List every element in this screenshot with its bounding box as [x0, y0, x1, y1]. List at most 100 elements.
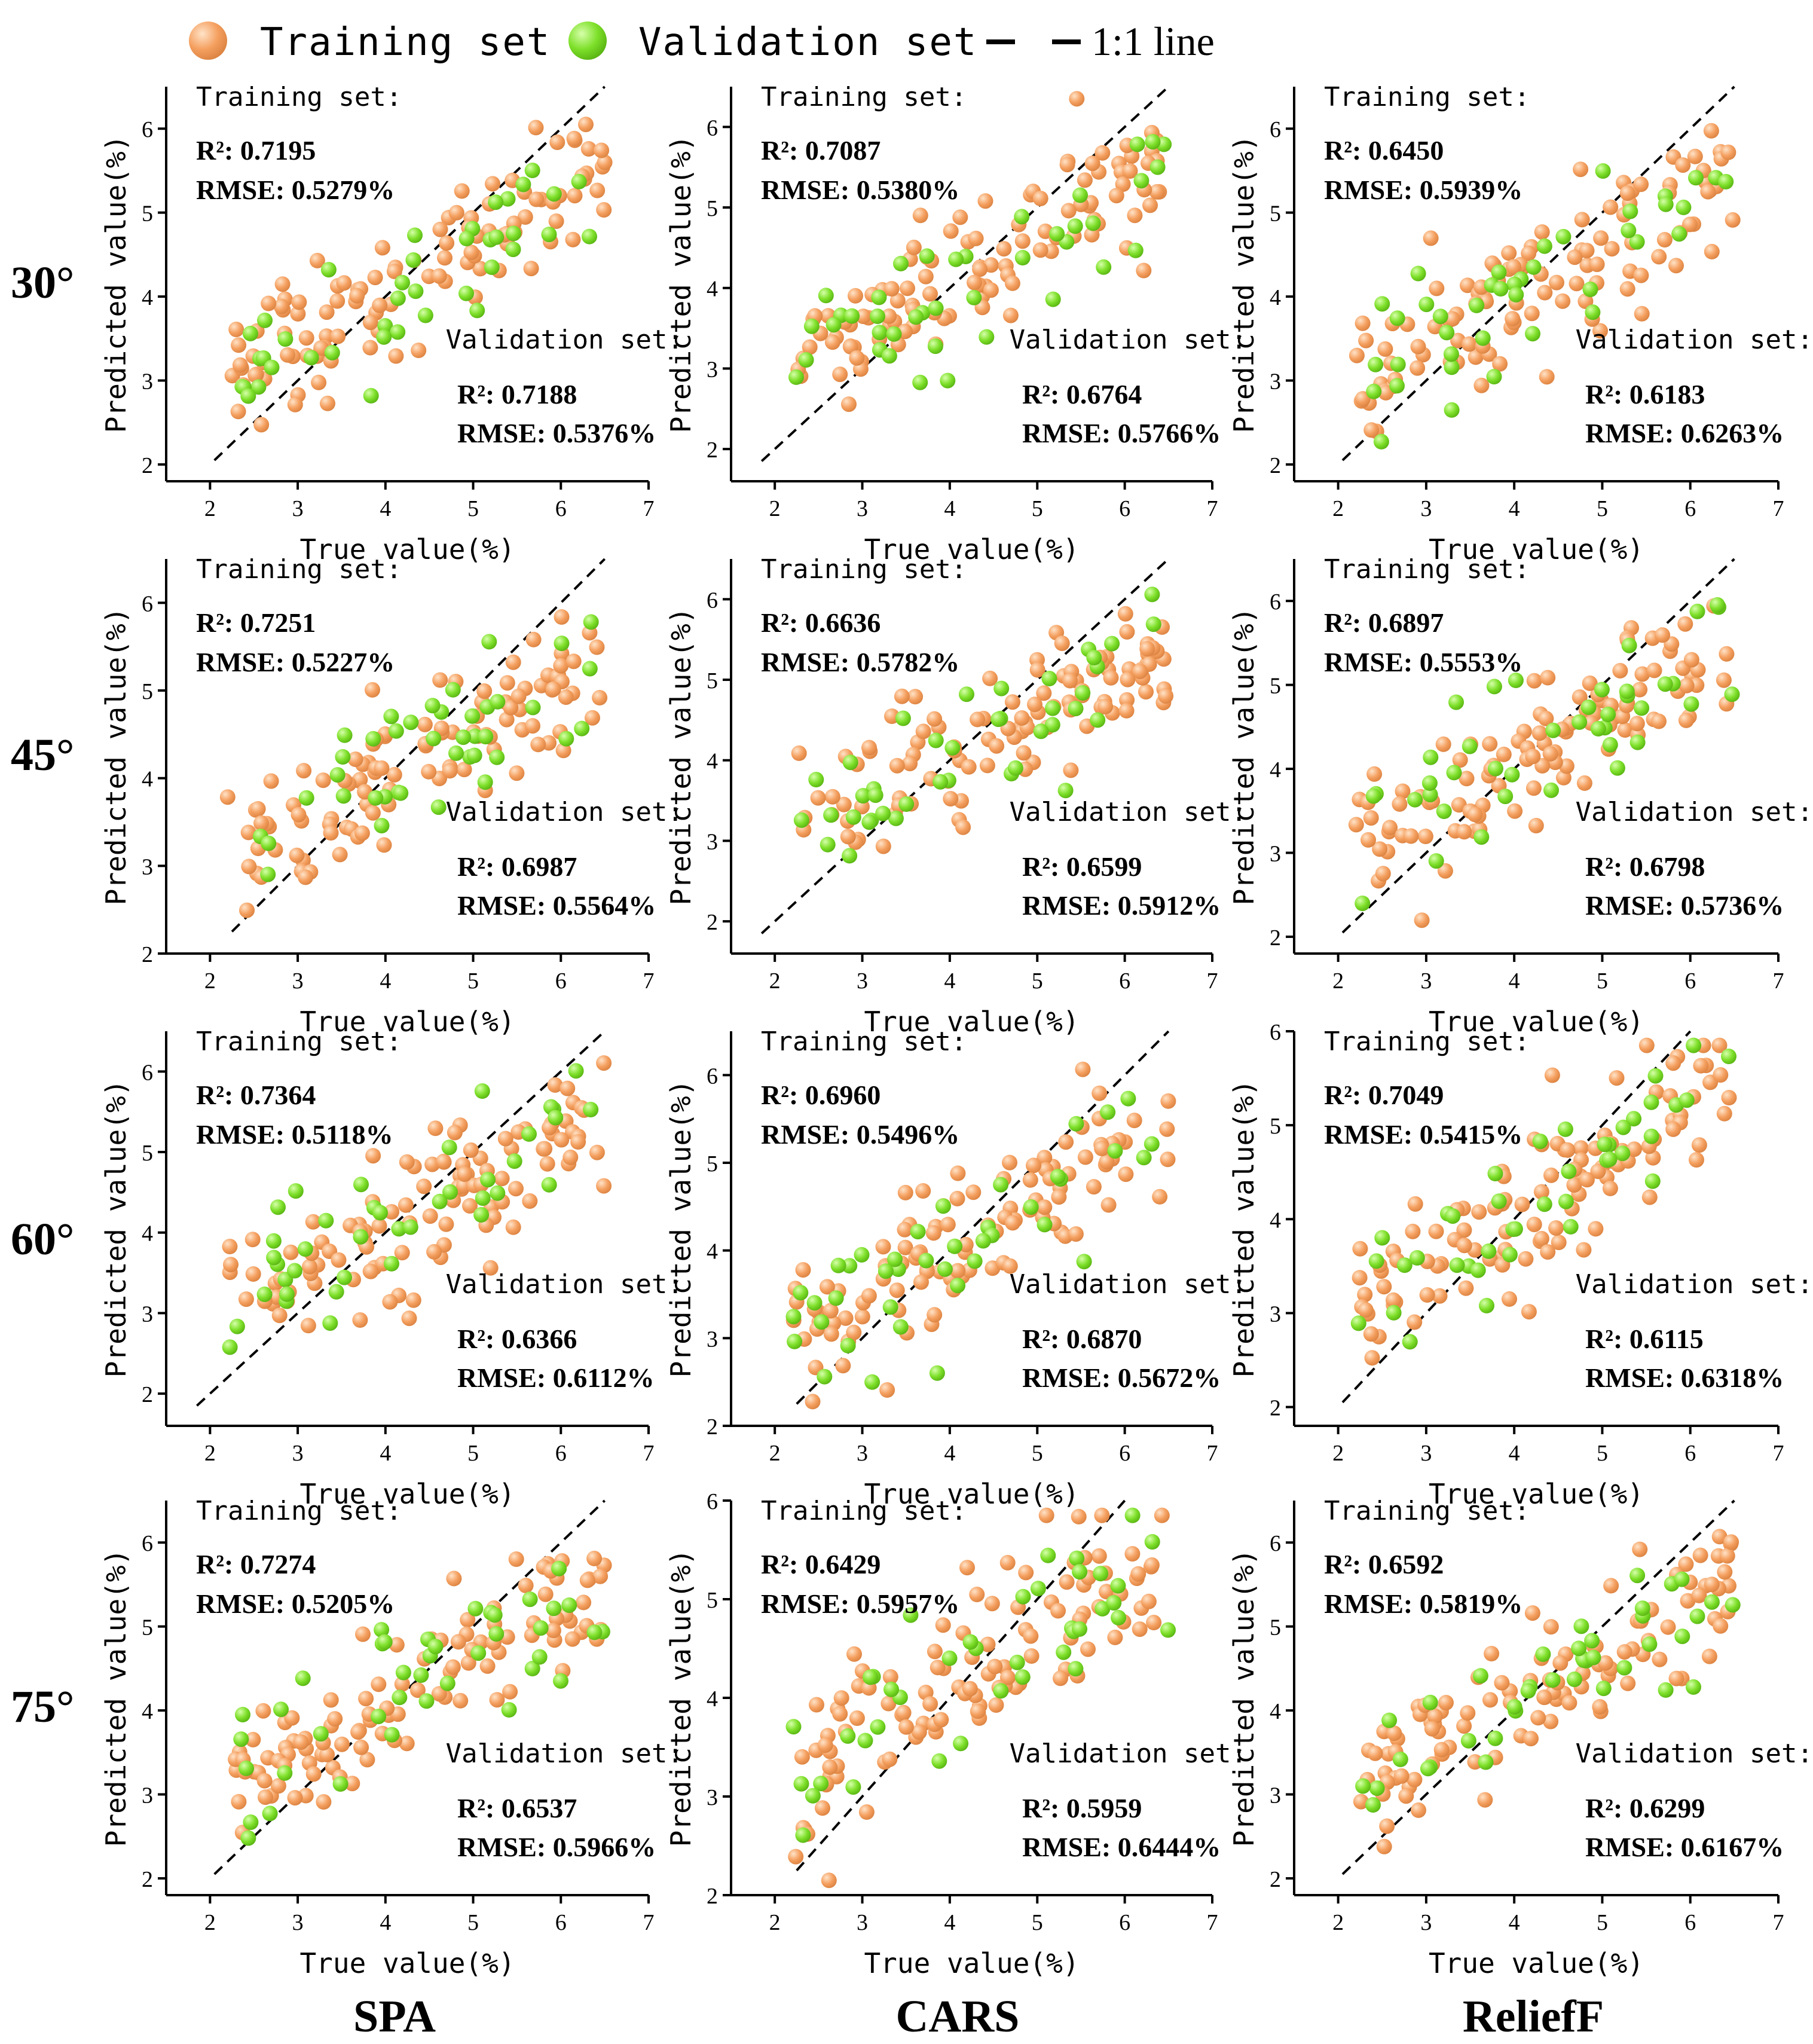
- validation-point: [1508, 286, 1524, 303]
- training-point: [261, 295, 277, 311]
- training-point: [1703, 123, 1719, 139]
- training-point: [969, 1587, 985, 1602]
- y-axis-label: Predicted value(%): [665, 135, 697, 433]
- training-point: [1675, 157, 1691, 173]
- training-point: [503, 699, 519, 716]
- validation-point: [1072, 187, 1088, 203]
- validation-point: [1045, 291, 1061, 307]
- validation-heading: Validation set:: [446, 797, 683, 827]
- validation-point: [975, 1233, 991, 1249]
- validation-point: [395, 1664, 411, 1681]
- x-tick-label: 5: [1032, 496, 1043, 521]
- training-point: [1651, 249, 1667, 265]
- training-point: [596, 202, 612, 218]
- validation-point: [1545, 722, 1561, 738]
- validation-point: [250, 379, 267, 395]
- validation-point: [277, 1765, 293, 1781]
- training-point: [1525, 748, 1541, 765]
- validation-point: [388, 723, 404, 739]
- training-point: [1467, 1754, 1483, 1770]
- validation-point: [1479, 1297, 1494, 1313]
- training-point: [861, 1288, 877, 1304]
- validation-point: [1507, 1221, 1523, 1237]
- training-point: [371, 1218, 387, 1234]
- validation-point: [1127, 242, 1144, 258]
- x-tick-label: 6: [1684, 496, 1696, 521]
- training-point: [1118, 1166, 1134, 1183]
- validation-r2: R²: 0.6366: [457, 1324, 577, 1354]
- training-point: [1117, 606, 1133, 622]
- training-point: [1646, 662, 1662, 679]
- validation-point: [878, 1263, 894, 1279]
- training-point: [1037, 1150, 1053, 1166]
- training-point: [1524, 1605, 1540, 1621]
- training-point: [399, 1736, 415, 1752]
- validation-point: [1647, 1068, 1664, 1084]
- validation-point: [1504, 766, 1520, 783]
- validation-point: [324, 344, 340, 360]
- validation-point: [1679, 1092, 1695, 1108]
- y-tick-label: 2: [1270, 925, 1281, 951]
- training-point: [442, 763, 458, 779]
- y-tick-label: 4: [142, 285, 153, 310]
- validation-point: [337, 1269, 352, 1285]
- training-r2: R²: 0.7274: [196, 1549, 316, 1579]
- one-to-one-line: [231, 558, 606, 933]
- validation-point: [376, 329, 392, 345]
- validation-point: [390, 290, 406, 306]
- training-point: [365, 682, 380, 698]
- training-point: [1084, 155, 1100, 172]
- validation-point: [1488, 760, 1503, 777]
- y-tick-label: 3: [707, 357, 718, 382]
- training-point: [918, 268, 934, 285]
- training-point: [409, 1682, 426, 1698]
- validation-point: [413, 1667, 429, 1683]
- validation-point: [328, 1284, 344, 1300]
- x-tick-label: 6: [555, 1910, 567, 1935]
- y-axis-label: Predicted value(%): [1228, 1549, 1260, 1847]
- training-point: [1014, 233, 1031, 249]
- validation-point: [1590, 720, 1606, 737]
- validation-point: [1129, 136, 1145, 152]
- training-point: [555, 743, 571, 759]
- training-point: [1022, 1172, 1038, 1188]
- training-point: [1444, 311, 1460, 327]
- validation-point: [1615, 1145, 1631, 1162]
- training-point: [1720, 144, 1736, 160]
- validation-point: [1506, 1699, 1522, 1715]
- training-point: [1130, 1566, 1146, 1582]
- validation-point: [484, 259, 500, 275]
- training-point: [1693, 1058, 1709, 1074]
- training-point: [1539, 369, 1555, 385]
- training-point: [1438, 1695, 1454, 1710]
- validation-point: [871, 289, 887, 305]
- training-point: [897, 1239, 913, 1255]
- y-tick-label: 3: [142, 1301, 153, 1327]
- validation-r2: R²: 0.6764: [1022, 379, 1142, 410]
- training-point: [1604, 241, 1620, 257]
- training-point: [952, 209, 968, 225]
- training-heading: Training set:: [761, 554, 967, 585]
- validation-point: [469, 303, 485, 319]
- validation-point: [418, 1693, 435, 1709]
- training-r2: R²: 0.6592: [1324, 1549, 1444, 1579]
- training-point: [579, 1572, 595, 1588]
- validation-point: [368, 790, 384, 806]
- training-point: [399, 1154, 415, 1170]
- validation-point: [1014, 1669, 1031, 1685]
- training-point: [927, 711, 943, 727]
- training-point: [1037, 1199, 1053, 1215]
- training-point: [833, 1690, 849, 1706]
- validation-point: [233, 1731, 249, 1747]
- y-tick-label: 6: [142, 1531, 153, 1556]
- training-point: [489, 1692, 505, 1708]
- validation-point: [1595, 1681, 1612, 1697]
- y-tick-label: 2: [707, 438, 718, 463]
- training-point: [263, 773, 279, 789]
- validation-heading: Validation set:: [1576, 1269, 1813, 1300]
- training-point: [280, 347, 296, 363]
- training-point: [1538, 710, 1554, 726]
- training-point: [927, 1643, 943, 1660]
- validation-point: [1040, 1547, 1056, 1563]
- training-point: [497, 1131, 513, 1147]
